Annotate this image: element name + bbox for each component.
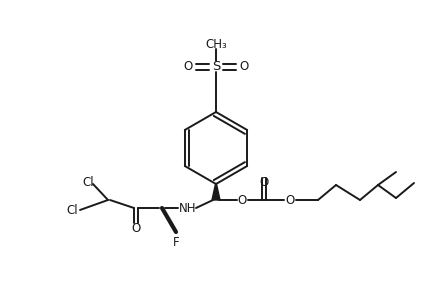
Polygon shape xyxy=(212,184,220,200)
Text: NH: NH xyxy=(179,201,197,215)
Text: F: F xyxy=(173,236,179,248)
Text: O: O xyxy=(184,60,193,74)
Text: O: O xyxy=(260,176,269,190)
Text: O: O xyxy=(237,194,247,206)
Text: Cl: Cl xyxy=(66,204,78,216)
Text: O: O xyxy=(132,222,141,234)
Text: O: O xyxy=(286,194,295,206)
Text: S: S xyxy=(212,60,220,74)
Text: O: O xyxy=(240,60,249,74)
Text: CH₃: CH₃ xyxy=(205,37,227,51)
Text: Cl: Cl xyxy=(82,175,94,189)
